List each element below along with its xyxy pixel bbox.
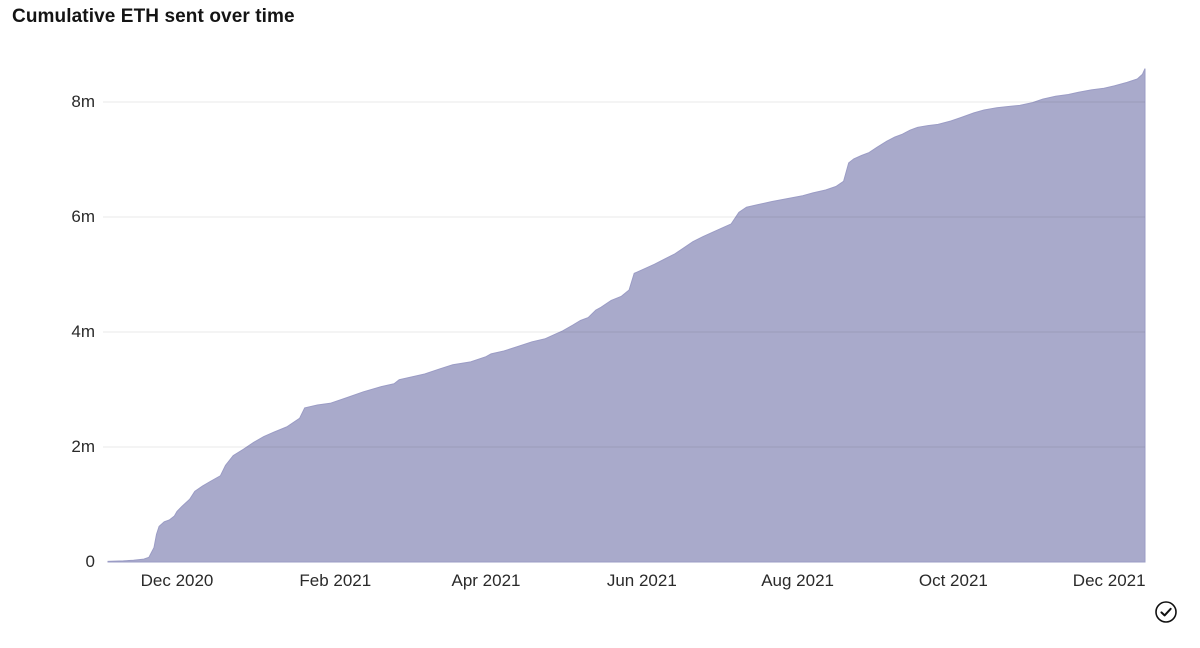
y-tick-label: 0 xyxy=(85,552,95,572)
y-tick-label: 4m xyxy=(71,322,95,342)
x-tick-label: Dec 2020 xyxy=(140,571,214,590)
area-series-cumulative-eth xyxy=(107,68,1146,563)
x-tick-label: Feb 2021 xyxy=(299,571,372,590)
x-tick-label: Oct 2021 xyxy=(918,571,988,590)
check-circle-glyph xyxy=(1155,601,1177,623)
x-tick-label: Dec 2021 xyxy=(1072,571,1146,590)
x-tick-label: Apr 2021 xyxy=(451,571,521,590)
y-tick-label: 6m xyxy=(71,207,95,227)
x-tick-label: Aug 2021 xyxy=(761,571,834,590)
check-circle-icon xyxy=(1154,600,1178,624)
y-tick-label: 2m xyxy=(71,437,95,457)
chart-title: Cumulative ETH sent over time xyxy=(12,6,295,27)
y-tick-label: 8m xyxy=(71,92,95,112)
x-tick-label: Jun 2021 xyxy=(606,571,677,590)
